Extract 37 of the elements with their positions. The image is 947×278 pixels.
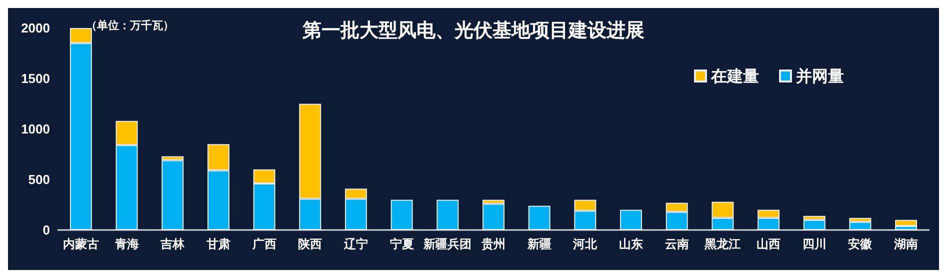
x-tick-label: 贵州 <box>480 237 506 251</box>
x-tick-label: 陕西 <box>298 237 322 251</box>
annotation: （单位：万千瓦） <box>86 19 174 32</box>
x-tick-label: 内蒙古 <box>62 237 99 251</box>
bar <box>803 220 826 230</box>
y-tick-label: 2000 <box>21 20 50 36</box>
x-tick-label: 广西 <box>251 237 276 251</box>
x-tick-label: 安徽 <box>848 237 874 251</box>
bar <box>895 220 918 226</box>
x-tick-label: 山西 <box>756 237 781 251</box>
bar <box>482 204 504 230</box>
x-tick-label: 新疆兵团 <box>422 237 472 251</box>
x-tick-label: 黑龙江 <box>704 237 741 251</box>
x-tick-label: 辽宁 <box>342 237 368 251</box>
legend-label: 并网量 <box>795 66 844 86</box>
x-tick-label: 云南 <box>664 237 689 251</box>
y-tick-label: 0 <box>42 222 50 238</box>
bar <box>436 200 459 230</box>
y-tick-label: 1000 <box>21 122 50 136</box>
y-tick-label: 1500 <box>21 71 50 86</box>
bar <box>162 160 184 230</box>
x-tick-label: 宁夏 <box>390 237 414 251</box>
x-tick-label: 吉林 <box>160 237 186 251</box>
bar <box>620 210 642 230</box>
x-tick-label: 青海 <box>114 237 139 251</box>
x-tick-label: 甘肃 <box>205 237 230 251</box>
bar <box>390 200 413 230</box>
legend-label: 在建量 <box>710 66 759 86</box>
chart-title: 第一批大型风电、光伏基地项目建设进展 <box>302 20 644 42</box>
x-tick-label: 河北 <box>572 237 598 251</box>
x-tick-label: 湖南 <box>893 237 918 251</box>
y-tick-label: 500 <box>28 172 50 187</box>
bar <box>849 222 872 230</box>
x-tick-label: 四川 <box>802 237 826 251</box>
x-tick-label: 新疆 <box>526 237 552 251</box>
bar <box>528 206 550 230</box>
x-tick-label: 山东 <box>619 237 644 251</box>
